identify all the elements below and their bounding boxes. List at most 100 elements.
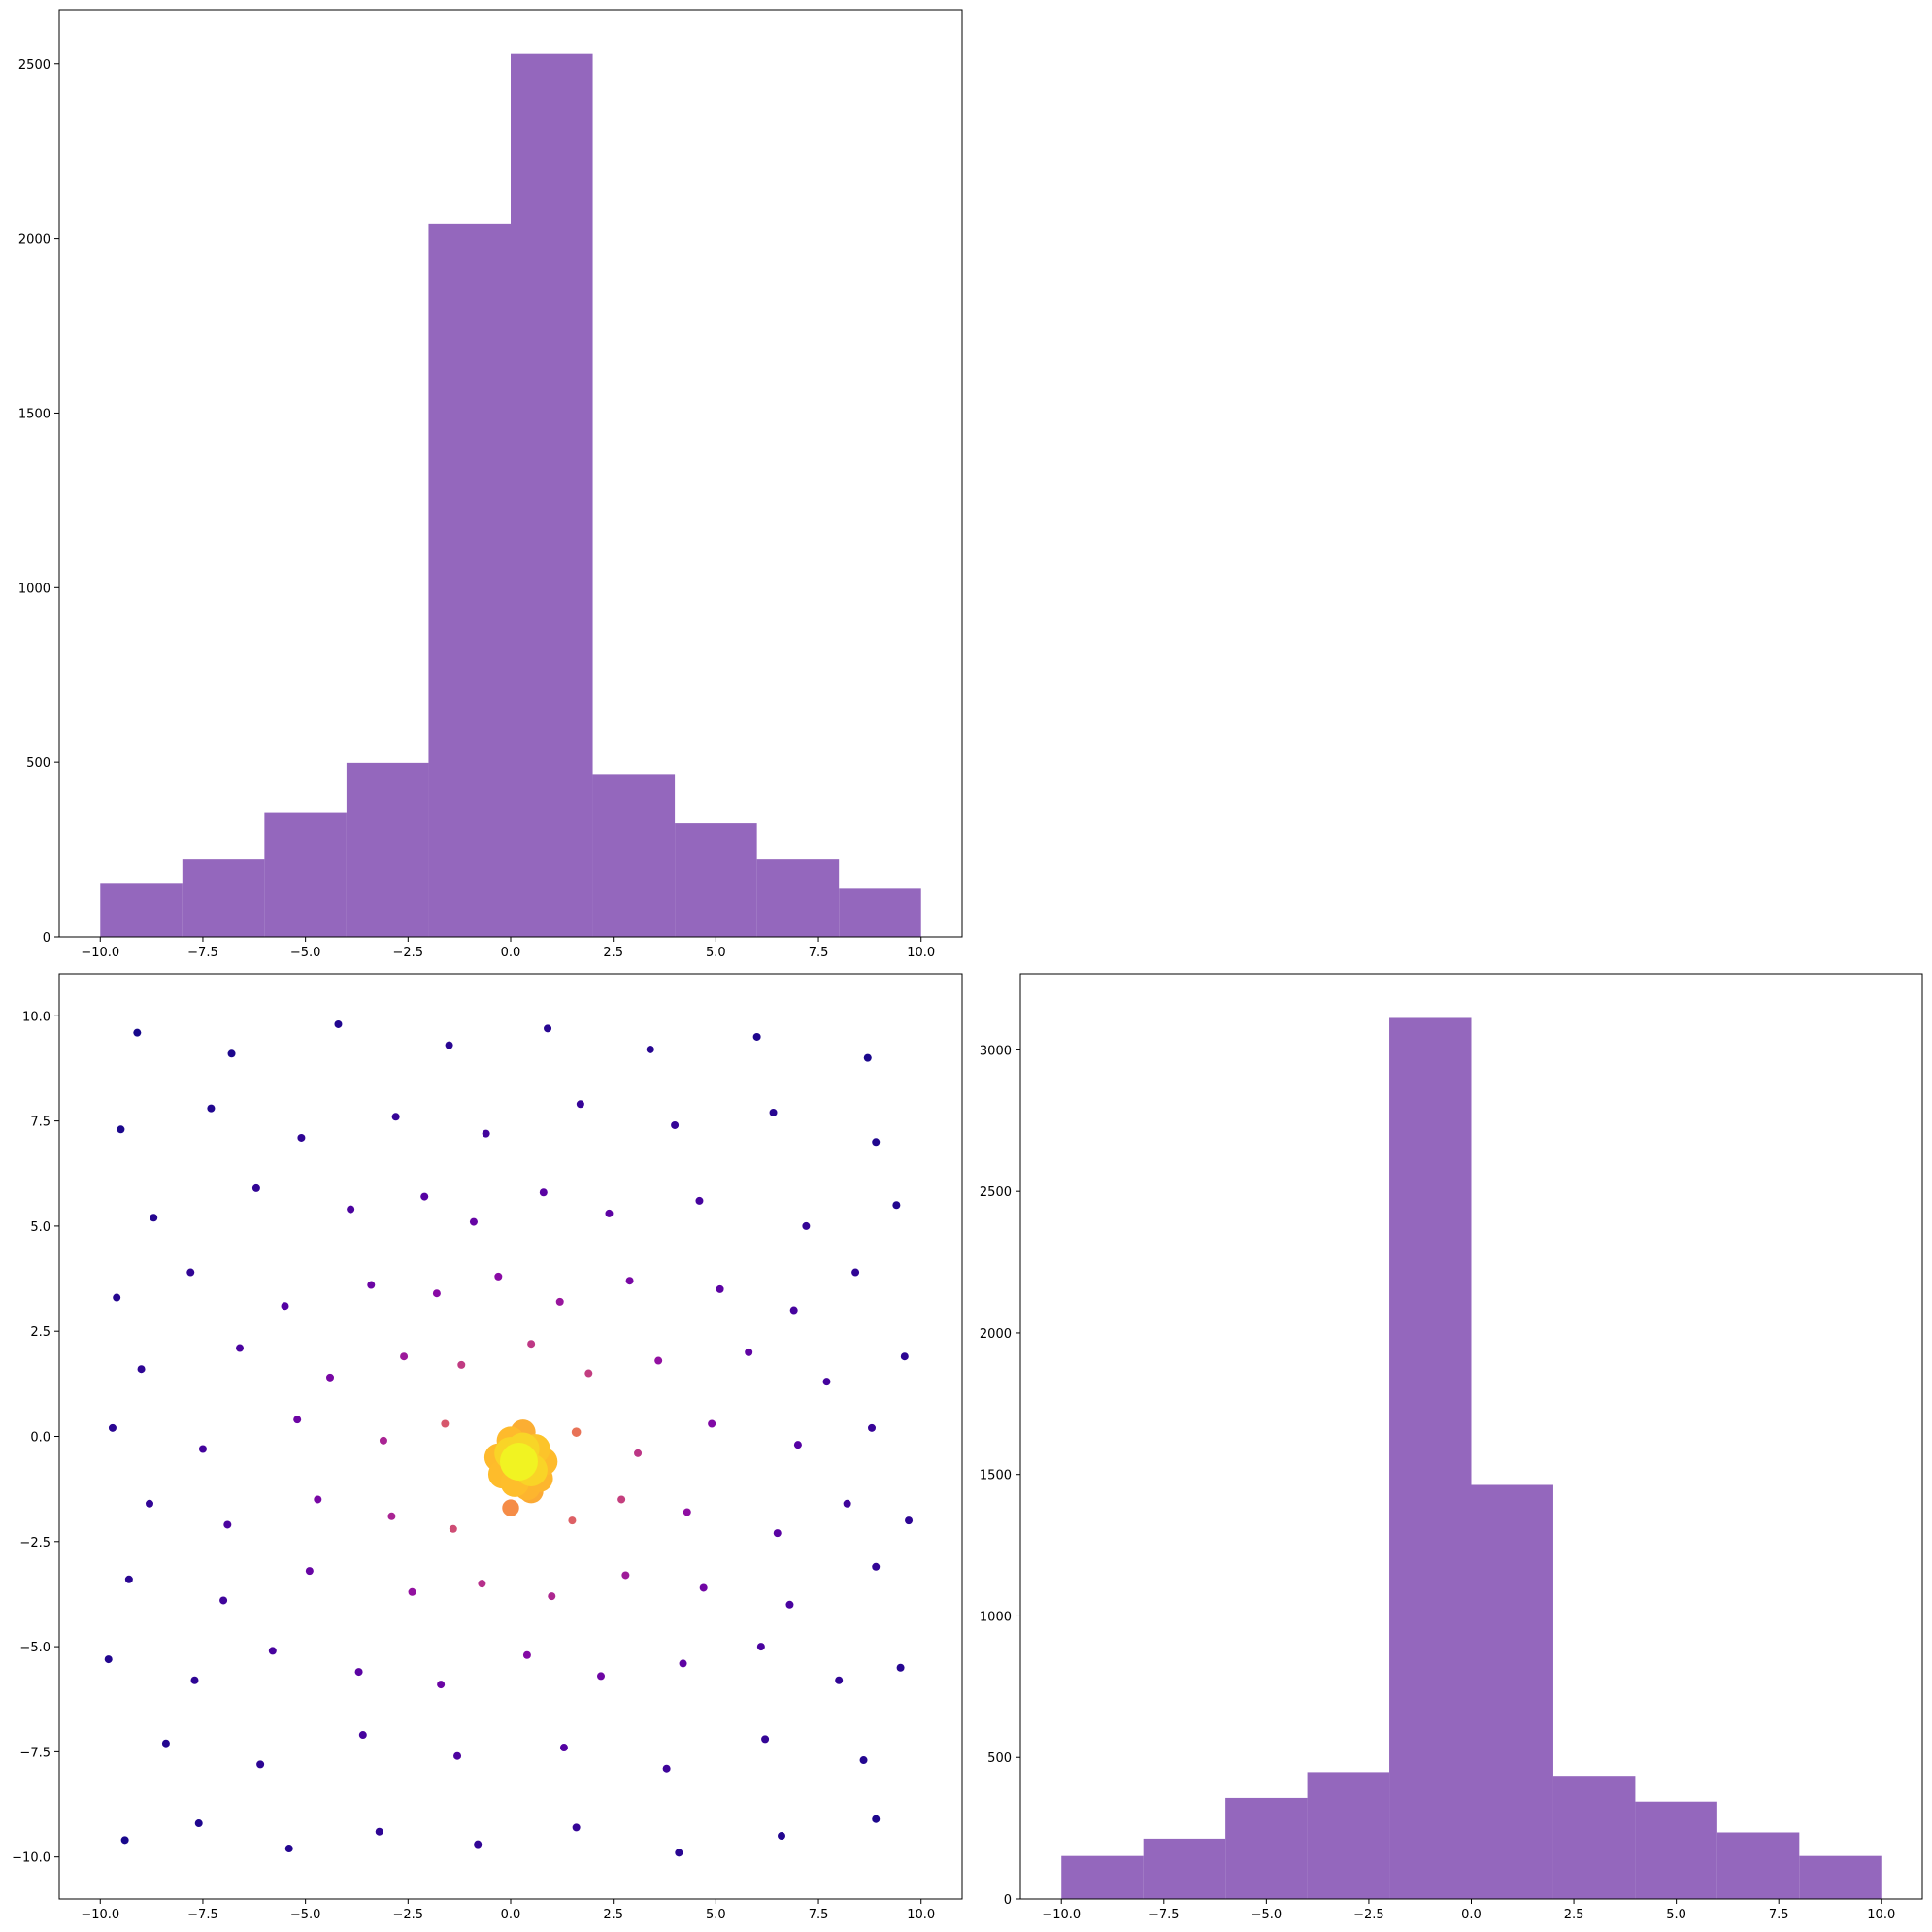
scatter-point [449,1524,457,1533]
scatter-point [851,1268,860,1277]
scatter-point [137,1365,146,1374]
scatter-point [379,1436,387,1445]
scatter-point [161,1739,170,1748]
scatter-point [522,1650,531,1659]
x-tick-label: 2.5 [603,946,623,960]
bar [1143,1838,1226,1899]
scatter-point [133,1028,142,1037]
bar [1716,1832,1800,1899]
scatter-point [391,1113,400,1121]
x-tick-label: −2.5 [393,946,424,960]
bar [264,812,347,937]
scatter-point [571,1427,582,1437]
scatter-point [186,1268,195,1277]
x-tick-label: 0.0 [1461,1908,1482,1922]
scatter-point [559,1744,568,1752]
scatter-point [190,1676,199,1684]
scatter-point [568,1516,577,1525]
scatter-point [548,1592,556,1601]
x-tick-label: −10.0 [81,946,119,960]
scatter-point [789,1306,798,1315]
x-tick-label: 7.5 [809,946,829,960]
x-tick-label: 0.0 [501,946,521,960]
scatter-point [896,1663,905,1672]
x-tick-label: −5.0 [290,1908,321,1922]
scatter-point [326,1373,334,1382]
x-tick-label: 5.0 [706,946,726,960]
x-tick-label: −7.5 [1149,1908,1180,1922]
scatter-point [108,1423,117,1432]
scatter-point [785,1600,794,1609]
scatter-point [872,1138,881,1147]
scatter-point [194,1819,203,1828]
x-tick-label: 0.0 [501,1908,521,1922]
scatter-point [354,1668,363,1677]
y-tick-label: 500 [26,756,50,771]
scatter-point [104,1655,113,1664]
x-tick-label: −7.5 [187,1908,218,1922]
bar [675,823,757,937]
scatter-point [437,1681,446,1689]
bar [1389,1017,1472,1899]
scatter-point [671,1120,680,1129]
scatter-point [539,1188,548,1197]
x-tick-label: 2.5 [603,1908,623,1922]
x-tick-label: −2.5 [393,1908,424,1922]
scatter-point [284,1845,293,1853]
scatter-point [859,1756,868,1765]
x-tick-label: 5.0 [1666,1908,1686,1922]
scatter-point [892,1201,901,1210]
scatter-point [482,1129,490,1138]
scatter-point [453,1751,462,1760]
scatter-point [445,1041,453,1049]
scatter-point [457,1360,466,1369]
scatter-point [868,1423,876,1432]
scatter-point [400,1352,409,1361]
scatter-point [843,1499,851,1508]
bar [592,774,676,937]
scatter-point [146,1499,153,1508]
y-tick-label: 0 [1004,1893,1012,1908]
scatter-point [281,1302,289,1311]
scatter-point [544,1024,552,1033]
scatter-point [478,1580,486,1588]
bar [1635,1801,1717,1899]
scatter-point [625,1277,634,1285]
bar [1552,1776,1636,1899]
bar [1307,1772,1390,1899]
scatter-point [905,1516,914,1525]
scatter-point [251,1183,260,1192]
scatter-point [441,1419,450,1428]
y-tick-label: 2.5 [30,1325,50,1340]
scatter-point [268,1647,277,1655]
scatter-point [219,1596,228,1605]
x-tick-label: 10.0 [1867,1908,1895,1922]
axes: −10.0 −7.5 −5.0 −2.5 0.0 2.5 5.0 7.5 10.0 0 500 100… [980,973,1923,1922]
scatter-point [773,1529,782,1538]
scatter-point [605,1209,614,1217]
scatter-point [597,1672,605,1681]
bar [1799,1855,1882,1899]
bar [346,762,429,937]
bar [428,223,511,938]
scatter-point [347,1205,355,1214]
y-tick-label: 7.5 [30,1116,50,1130]
scatter-point [761,1735,770,1744]
scatter-point [314,1495,322,1504]
scatter-point [621,1571,630,1580]
scatter-point [695,1196,704,1205]
scatter-point [408,1587,416,1596]
scatter-point [256,1760,265,1769]
scatter-point [420,1192,429,1201]
scatter-point [584,1369,593,1378]
scatter-point [499,1442,538,1481]
scatter-point [120,1836,129,1845]
scatter-point [679,1659,687,1668]
scatter-point [872,1815,881,1823]
y-tick-label: 2000 [980,1327,1012,1342]
scatter-point [863,1053,872,1062]
scatter-point [745,1348,753,1356]
scatter-point [675,1849,683,1857]
